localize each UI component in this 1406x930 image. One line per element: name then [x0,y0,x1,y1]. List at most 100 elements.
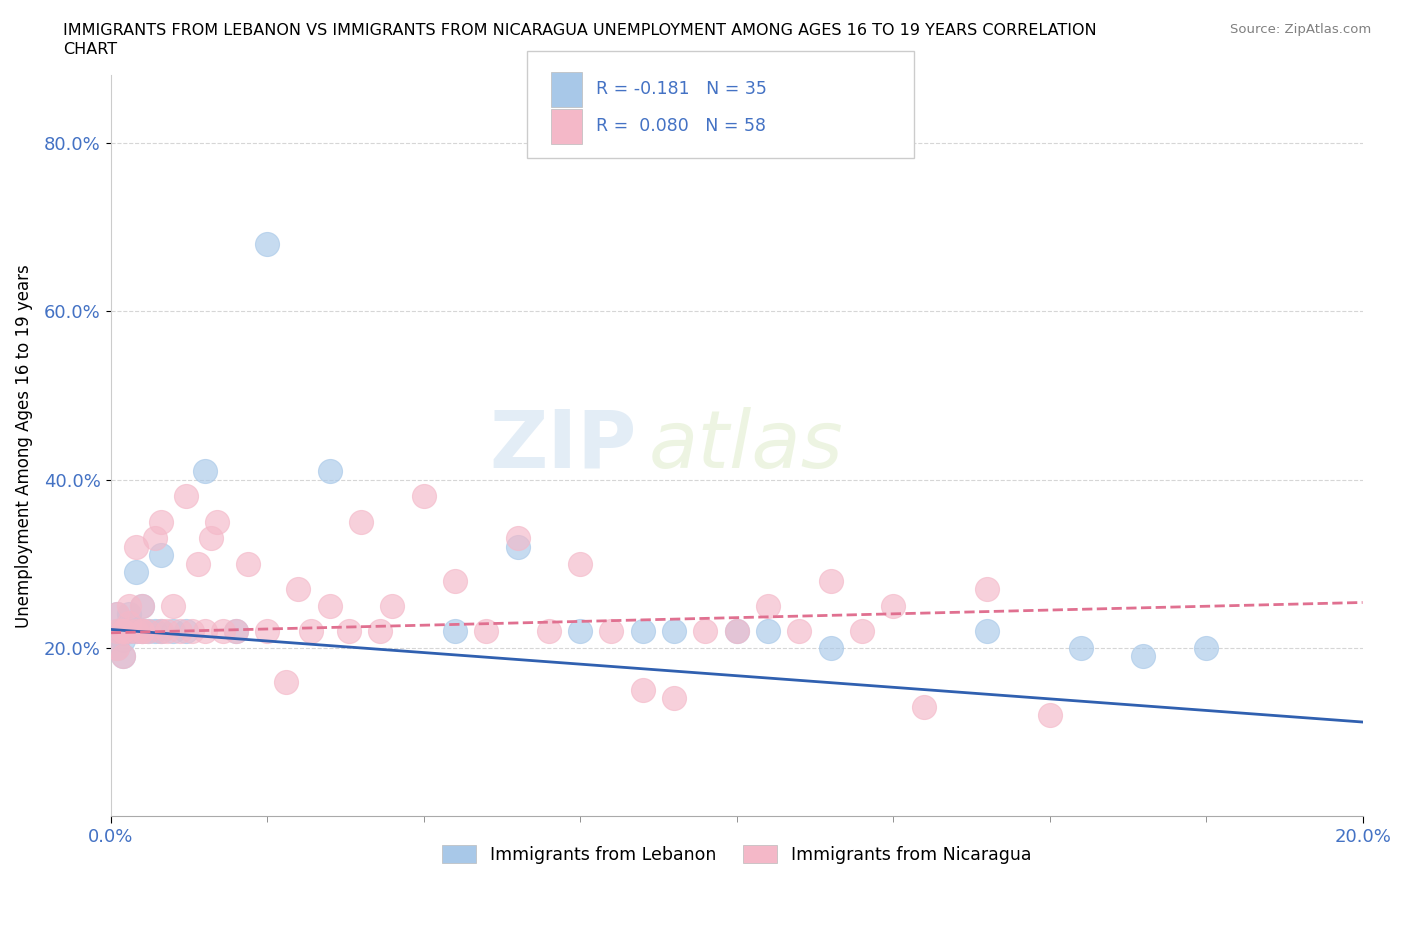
Point [506,531,529,546]
Point [187,556,209,571]
Legend: Immigrants from Lebanon, Immigrants from Nicaragua: Immigrants from Lebanon, Immigrants from… [434,838,1039,870]
Point [181,624,204,639]
Point [1039,708,1062,723]
Point [105,624,128,639]
Point [149,548,172,563]
Point [149,514,172,529]
Point [1132,649,1154,664]
Point [976,581,998,596]
Point [112,624,135,639]
Point [112,624,135,639]
Point [149,624,172,639]
Point [174,624,197,639]
Text: ZIP: ZIP [489,407,637,485]
Point [299,624,322,639]
Point [225,624,247,639]
Point [131,624,153,639]
Point [662,624,685,639]
Point [820,573,842,588]
Point [1195,641,1218,656]
Point [238,556,260,571]
Point [118,624,141,639]
Point [368,624,391,639]
Point [105,641,128,656]
Point [112,649,135,664]
Point [105,606,128,621]
Point [131,624,153,639]
Point [169,624,191,639]
Point [600,624,623,639]
Point [756,624,779,639]
Point [256,236,278,251]
Point [319,598,342,613]
Point [256,624,278,639]
Point [695,624,717,639]
Point [118,598,141,613]
Point [125,565,148,579]
Point [725,624,748,639]
Point [569,624,592,639]
Point [212,624,235,639]
Point [225,624,247,639]
Point [506,539,529,554]
Point [319,464,342,479]
Point [381,598,404,613]
Point [118,606,141,621]
Point [725,624,748,639]
Point [112,624,135,639]
Point [131,598,153,613]
Point [112,649,135,664]
Point [131,598,153,613]
Point [976,624,998,639]
Point [1070,641,1092,656]
Point [174,489,197,504]
Point [105,624,128,639]
Point [205,514,228,529]
Point [125,624,148,639]
Point [631,624,654,639]
Point [143,624,166,639]
Point [444,573,467,588]
Point [162,598,184,613]
Point [820,641,842,656]
Text: R =  0.080   N = 58: R = 0.080 N = 58 [596,117,766,136]
Y-axis label: Unemployment Among Ages 16 to 19 years: Unemployment Among Ages 16 to 19 years [15,264,32,628]
Point [412,489,434,504]
Point [156,624,179,639]
Point [162,624,184,639]
Point [125,539,148,554]
Point [105,641,128,656]
Point [136,624,159,639]
Point [444,624,467,639]
Point [882,598,904,613]
Point [274,674,297,689]
Point [337,624,360,639]
Point [194,624,217,639]
Point [569,556,592,571]
Point [350,514,373,529]
Point [537,624,560,639]
Point [851,624,873,639]
Point [756,598,779,613]
Point [631,683,654,698]
Point [105,606,128,621]
Point [125,624,148,639]
Point [112,632,135,647]
Point [118,616,141,631]
Point [143,531,166,546]
Text: R = -0.181   N = 35: R = -0.181 N = 35 [596,80,768,99]
Point [131,624,153,639]
Point [662,691,685,706]
Point [287,581,309,596]
Point [136,624,159,639]
Point [787,624,810,639]
Point [194,464,217,479]
Text: CHART: CHART [63,42,117,57]
Text: Source: ZipAtlas.com: Source: ZipAtlas.com [1230,23,1371,36]
Point [118,616,141,631]
Text: atlas: atlas [650,407,844,485]
Point [149,624,172,639]
Point [200,531,222,546]
Point [475,624,498,639]
Point [118,624,141,639]
